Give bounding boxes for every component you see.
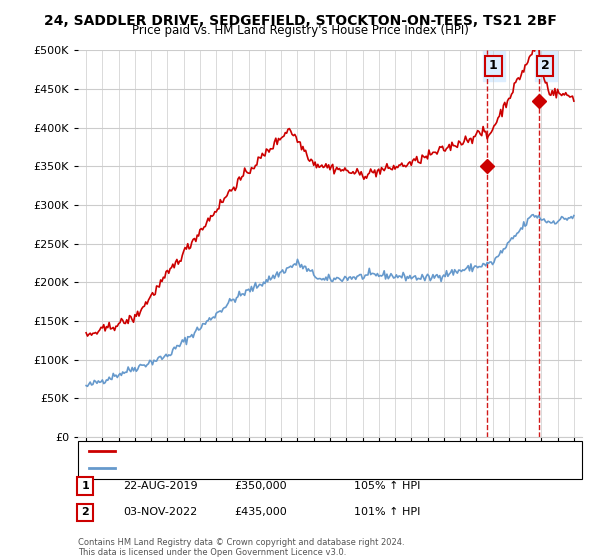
Text: 101% ↑ HPI: 101% ↑ HPI — [354, 507, 421, 517]
Text: 03-NOV-2022: 03-NOV-2022 — [123, 507, 197, 517]
Text: 24, SADDLER DRIVE, SEDGEFIELD, STOCKTON-ON-TEES, TS21 2BF: 24, SADDLER DRIVE, SEDGEFIELD, STOCKTON-… — [44, 14, 556, 28]
Text: 1: 1 — [82, 481, 89, 491]
Text: 2: 2 — [82, 507, 89, 517]
Text: Contains HM Land Registry data © Crown copyright and database right 2024.
This d: Contains HM Land Registry data © Crown c… — [78, 538, 404, 557]
Text: 24, SADDLER DRIVE, SEDGEFIELD, STOCKTON-ON-TEES, TS21 2BF (detached house): 24, SADDLER DRIVE, SEDGEFIELD, STOCKTON-… — [120, 447, 499, 456]
Text: Price paid vs. HM Land Registry's House Price Index (HPI): Price paid vs. HM Land Registry's House … — [131, 24, 469, 37]
Text: 2: 2 — [541, 59, 550, 72]
Text: 22-AUG-2019: 22-AUG-2019 — [123, 481, 197, 491]
Text: HPI: Average price, detached house, County Durham: HPI: Average price, detached house, Coun… — [120, 464, 359, 473]
Text: £435,000: £435,000 — [234, 507, 287, 517]
Text: 105% ↑ HPI: 105% ↑ HPI — [354, 481, 421, 491]
Text: 1: 1 — [489, 59, 498, 72]
Text: £350,000: £350,000 — [234, 481, 287, 491]
